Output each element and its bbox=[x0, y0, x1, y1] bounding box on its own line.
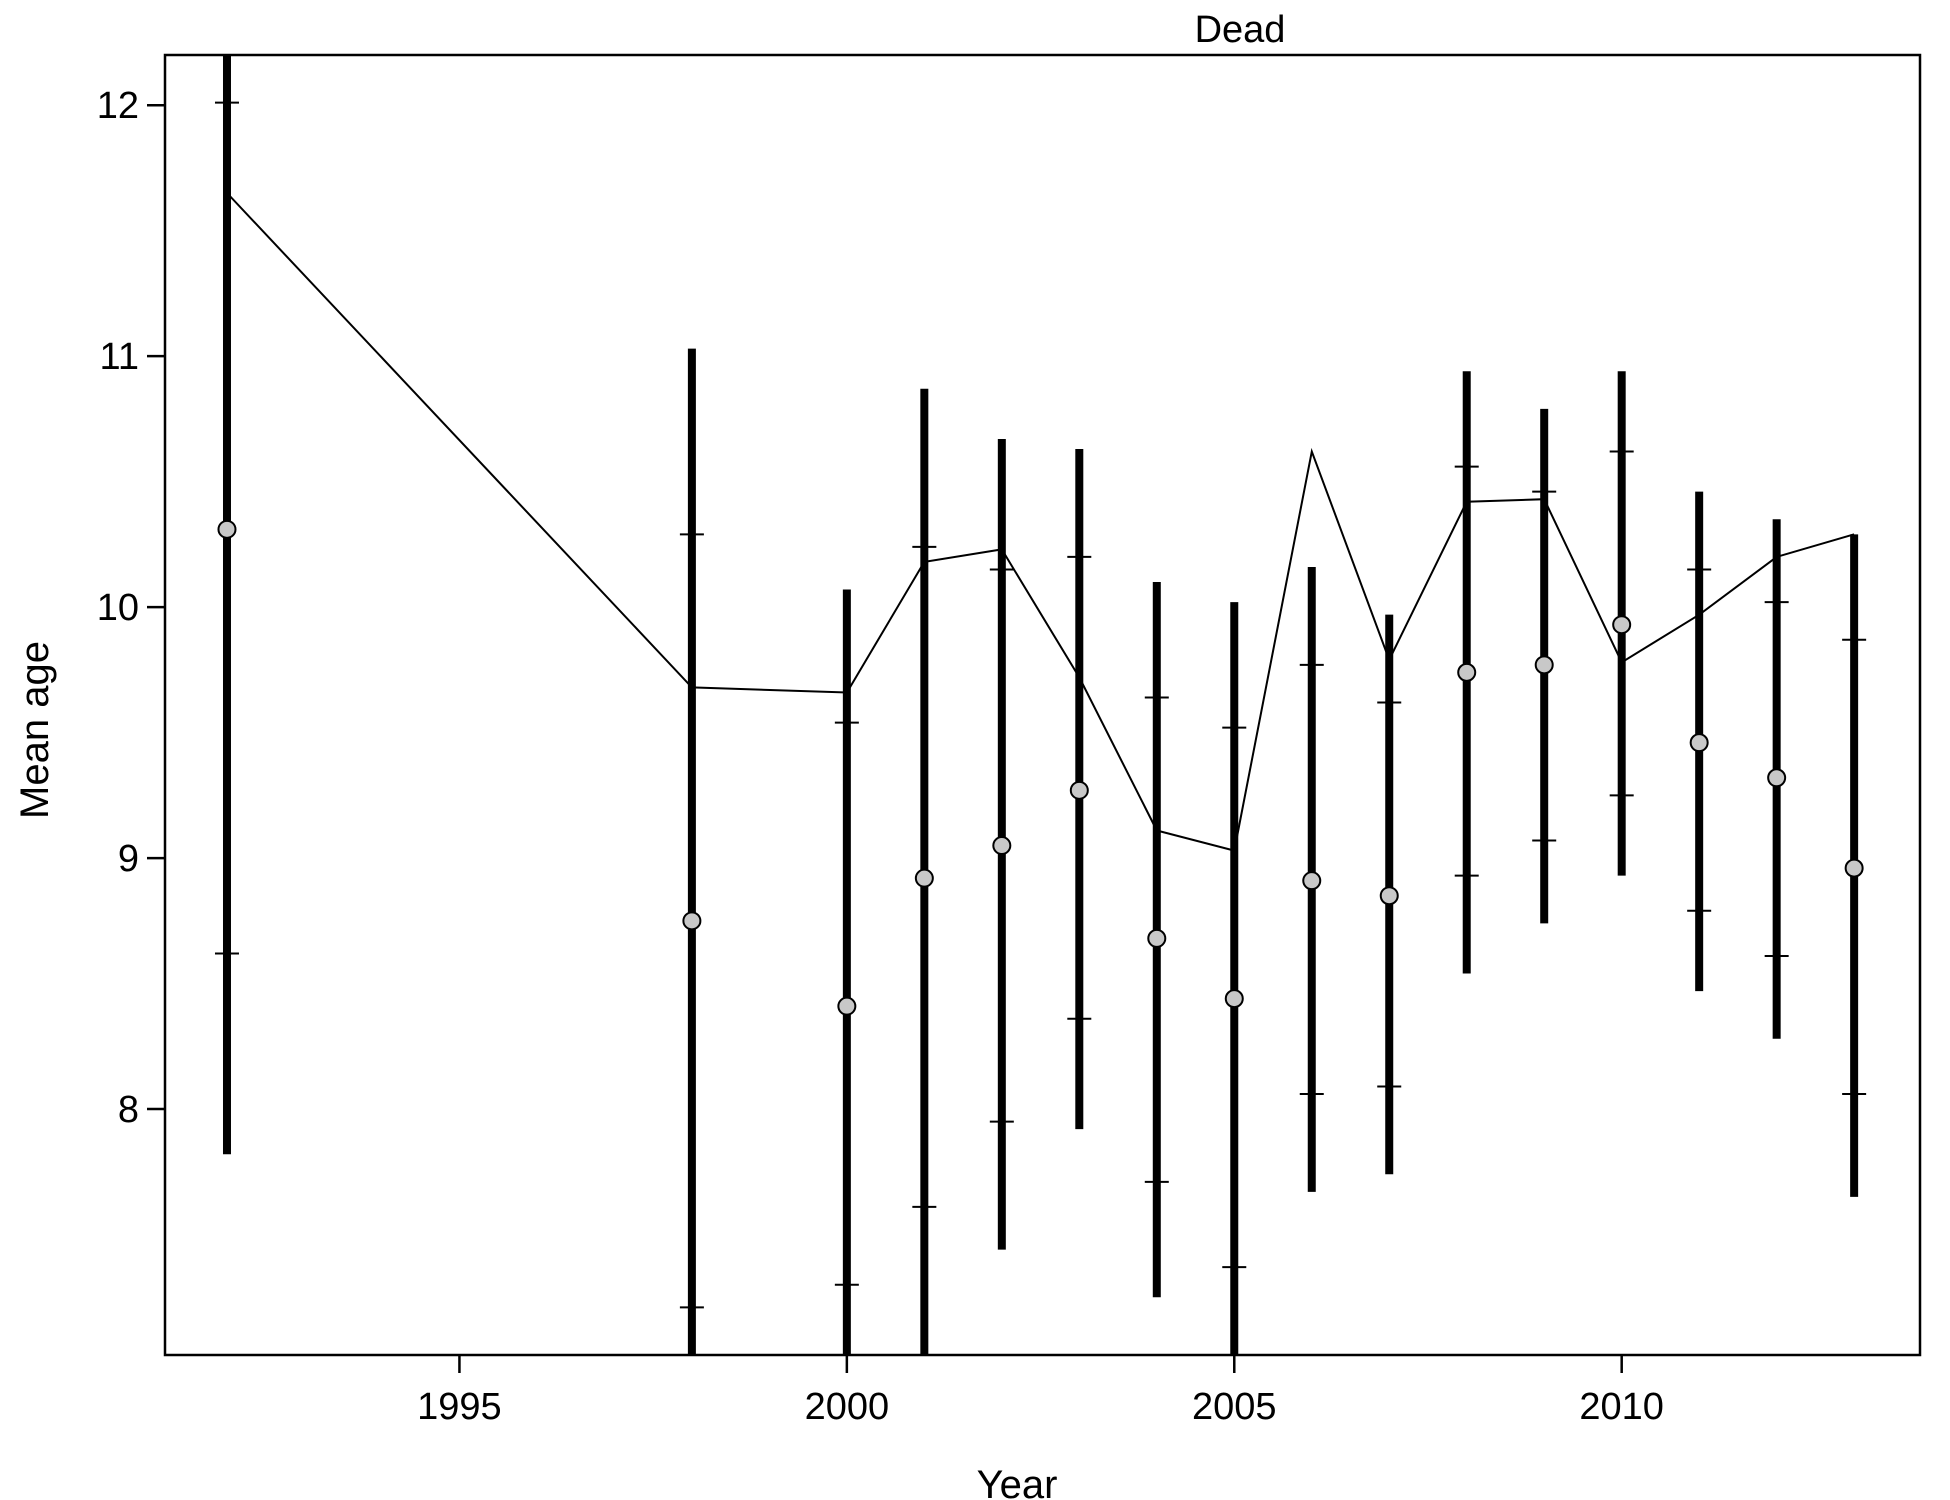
y-tick-label: 10 bbox=[97, 587, 139, 629]
x-axis: 1995 2000 2005 2010 bbox=[417, 1355, 1664, 1428]
chart-title: Dead bbox=[1195, 9, 1286, 51]
x-tick-label: 1995 bbox=[417, 1386, 502, 1428]
observed-point bbox=[1612, 615, 1632, 635]
plot-frame bbox=[163, 53, 1922, 1357]
x-tick-label: 2000 bbox=[805, 1386, 890, 1428]
observed-point bbox=[837, 996, 857, 1016]
observed-point bbox=[1844, 858, 1864, 878]
y-tick-label: 12 bbox=[97, 85, 139, 127]
y-tick-label: 9 bbox=[118, 838, 139, 880]
x-tick-label: 2005 bbox=[1192, 1386, 1277, 1428]
observed-point bbox=[992, 836, 1012, 856]
observed-point bbox=[914, 868, 934, 888]
observed-point bbox=[1224, 989, 1244, 1009]
observed-point bbox=[682, 911, 702, 931]
observed-point bbox=[1767, 768, 1787, 788]
observed-point bbox=[1379, 886, 1399, 906]
observed-point bbox=[1069, 780, 1089, 800]
expected-mean-line bbox=[226, 192, 1855, 852]
plot-area bbox=[214, 55, 1867, 1355]
x-axis-label: Year bbox=[977, 1463, 1058, 1500]
y-tick-label: 8 bbox=[118, 1089, 139, 1131]
observed-point bbox=[1147, 928, 1167, 948]
observed-point bbox=[1457, 662, 1477, 682]
x-tick-label: 2010 bbox=[1579, 1386, 1664, 1428]
y-tick-label: 11 bbox=[100, 336, 139, 378]
observed-point bbox=[217, 519, 237, 539]
observed-point bbox=[1534, 655, 1554, 675]
y-axis: 8 9 10 11 12 bbox=[97, 85, 165, 1131]
y-axis-label: Mean age bbox=[13, 641, 57, 819]
observed-point bbox=[1302, 871, 1322, 891]
observed-point bbox=[1689, 733, 1709, 753]
